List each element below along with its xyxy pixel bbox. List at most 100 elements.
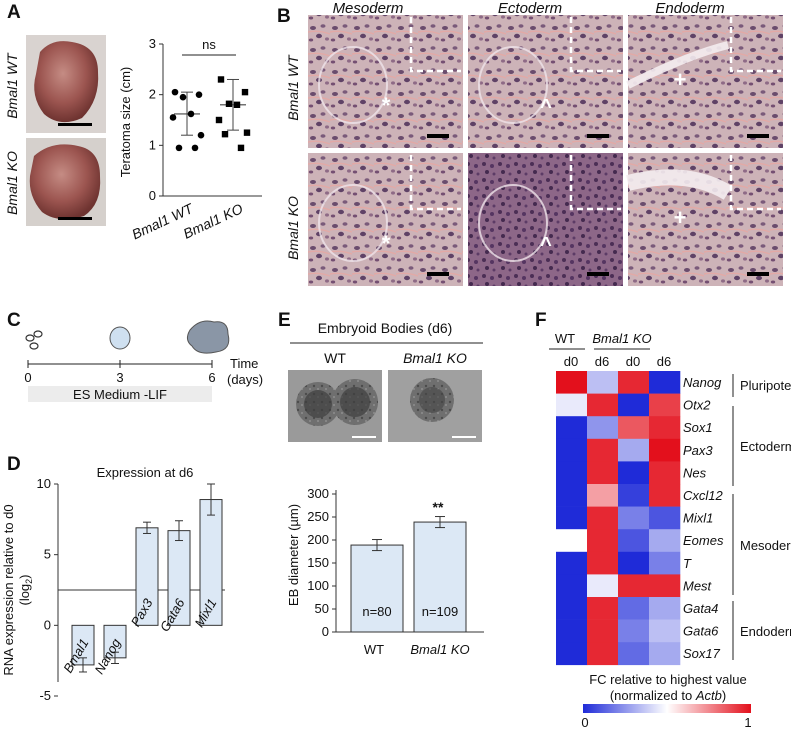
f-legend-title-1: FC relative to highest value (589, 672, 747, 687)
e-n-label: n=109 (422, 604, 459, 619)
heatmap-cell (556, 438, 588, 462)
e-header: Embryoid Bodies (d6) (318, 320, 453, 336)
e-ylabel: EB diameter (µm) (286, 504, 301, 606)
histology-mark: ^ (540, 96, 552, 118)
heatmap-cell (649, 484, 681, 507)
heatmap-cell (618, 371, 650, 394)
scatter-point (191, 144, 199, 152)
eb-image-ko (388, 370, 482, 442)
scatter-point (217, 76, 225, 83)
histology-mark: + (674, 205, 687, 230)
d-title: Expression at d6 (97, 465, 194, 480)
f-legend-max: 1 (744, 715, 751, 730)
heatmap-cell (587, 597, 619, 620)
teratoma-ylabel: Teratoma size (cm) (118, 67, 133, 178)
scatter-point (233, 101, 241, 108)
histology-tile-endoderm-ko: + (626, 153, 783, 286)
f-day-2: d0 (626, 354, 640, 369)
photo-label-wt: Bmal1 WT (4, 52, 20, 119)
scatter-point (195, 91, 203, 98)
heatmap-cell (556, 416, 588, 440)
heatmap-gene-label: Gata6 (683, 624, 719, 639)
heatmap-cell (587, 574, 619, 598)
e-ytick-label: 300 (307, 486, 329, 501)
histology-tile-ectoderm-ko: ^ (468, 153, 623, 286)
heatmap-cell (556, 529, 588, 553)
heatmap-cell (618, 438, 650, 462)
heatmap-cell (556, 506, 588, 530)
e-ytick-label: 50 (315, 601, 329, 616)
heatmap-gene-label: Eomes (683, 533, 724, 548)
heatmap-cell (649, 438, 681, 462)
histology-tile-mesoderm-wt: * (308, 15, 463, 148)
heatmap-cell (618, 393, 650, 417)
heatmap-cell (556, 551, 588, 575)
e-significance: ** (433, 499, 444, 515)
histology-tile-mesoderm-ko: * (308, 153, 463, 286)
e-xlabel-wt: WT (364, 642, 384, 657)
heatmap-gene-label: Pax3 (683, 443, 713, 458)
panel-c: 0 3 6 Time (days) ES Medium -LIF (24, 320, 263, 402)
heatmap-gene-label: Sox1 (683, 420, 713, 435)
heatmap-gene-label: Mest (683, 578, 713, 593)
scatter-point (215, 116, 223, 124)
scatter-point (243, 129, 251, 136)
heatmap-cell (649, 506, 681, 530)
timeline-tick-0: 0 (24, 370, 31, 385)
heatmap-cell (649, 371, 681, 394)
heatmap-gene-label: Mixl1 (683, 511, 713, 526)
days-label: (days) (227, 372, 263, 387)
scatter-point (237, 144, 245, 152)
heatmap-cell (618, 416, 650, 440)
panel-label-a: A (7, 2, 21, 23)
f-cat-endoderm: Endoderm (740, 624, 791, 639)
scatter-point (197, 131, 205, 139)
e-ytick-label: 100 (307, 578, 329, 593)
time-label: Time (230, 356, 258, 371)
f-day-3: d6 (657, 354, 671, 369)
scatter-point (221, 130, 229, 138)
panel-d: Expression at d6 RNA expression relative… (1, 465, 225, 703)
d-ylabel: RNA expression relative to d0 (1, 504, 16, 675)
heatmap-cell (618, 619, 650, 643)
e-img-label-ko: Bmal1 KO (403, 350, 467, 366)
heatmap-cell (649, 642, 681, 666)
e-ytick-label: 200 (307, 532, 329, 547)
heatmap-cell (649, 551, 681, 575)
heatmap-gene-label: Nes (683, 465, 707, 480)
e-ytick-label: 250 (307, 509, 329, 524)
e-ytick-label: 0 (322, 624, 329, 639)
f-cat-mesoderm: Mesoderm (740, 538, 791, 553)
heatmap-cell (587, 642, 619, 666)
scatter-point (179, 93, 187, 101)
f-group-ko: Bmal1 KO (592, 331, 651, 346)
e-img-label-wt: WT (324, 350, 346, 366)
histology-mark: + (674, 67, 687, 92)
photo-label-ko: Bmal1 KO (4, 151, 20, 215)
f-cat-pluripotency: Pluripotency (740, 378, 791, 393)
e-xlabel-ko: Bmal1 KO (410, 642, 469, 657)
scatter-point (187, 110, 195, 118)
heatmap-cell (618, 574, 650, 598)
scatter-ytick-label: 0 (149, 188, 156, 203)
heatmap-cell (618, 529, 650, 553)
panel-label-c: C (7, 310, 21, 331)
heatmap-cell (587, 529, 619, 553)
panel-label-b: B (277, 6, 291, 27)
heatmap-cell (649, 597, 681, 620)
tumor-photo-ko (26, 138, 106, 226)
heatmap-cell (556, 597, 588, 620)
b-col-endoderm: Endoderm (655, 0, 724, 17)
b-row-wt: Bmal1 WT (285, 54, 301, 121)
heatmap-cell (618, 484, 650, 507)
d-ytick-label: 0 (44, 617, 51, 632)
panel-b: Mesoderm Ectoderm Endoderm Bmal1 WT Bmal… (285, 0, 783, 286)
scatter-ytick-label: 1 (149, 137, 156, 152)
d-ytick-label: 10 (37, 476, 51, 491)
heatmap-cell (587, 506, 619, 530)
eb-day6-icon (186, 320, 230, 354)
scatter-point (175, 144, 183, 152)
eb-image-wt (288, 370, 382, 442)
